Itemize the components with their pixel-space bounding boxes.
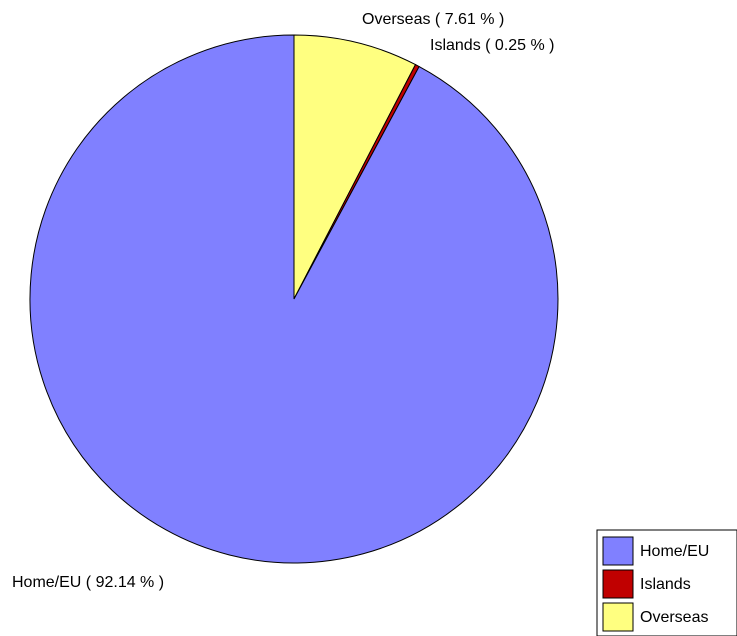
pie-slice-overseas — [293, 34, 417, 300]
legend-swatch-home-eu — [602, 536, 634, 566]
legend-swatch-islands — [602, 569, 634, 599]
legend-swatch-overseas — [602, 602, 634, 632]
pie-slices — [29, 34, 559, 564]
slice-label-islands: Islands ( 0.25 % ) — [430, 37, 555, 54]
slice-label-overseas: Overseas ( 7.61 % ) — [362, 11, 504, 28]
legend-label-home-eu: Home/EU — [640, 543, 709, 560]
slice-label-home-eu: Home/EU ( 92.14 % ) — [12, 574, 164, 591]
legend-label-overseas: Overseas — [640, 609, 708, 626]
legend: Home/EU Islands Overseas — [596, 529, 737, 636]
pie-slice-labels: Overseas ( 7.61 % ) Islands ( 0.25 % ) H… — [12, 11, 555, 591]
pie-slice-home-eu — [29, 34, 559, 564]
legend-label-islands: Islands — [640, 576, 691, 593]
